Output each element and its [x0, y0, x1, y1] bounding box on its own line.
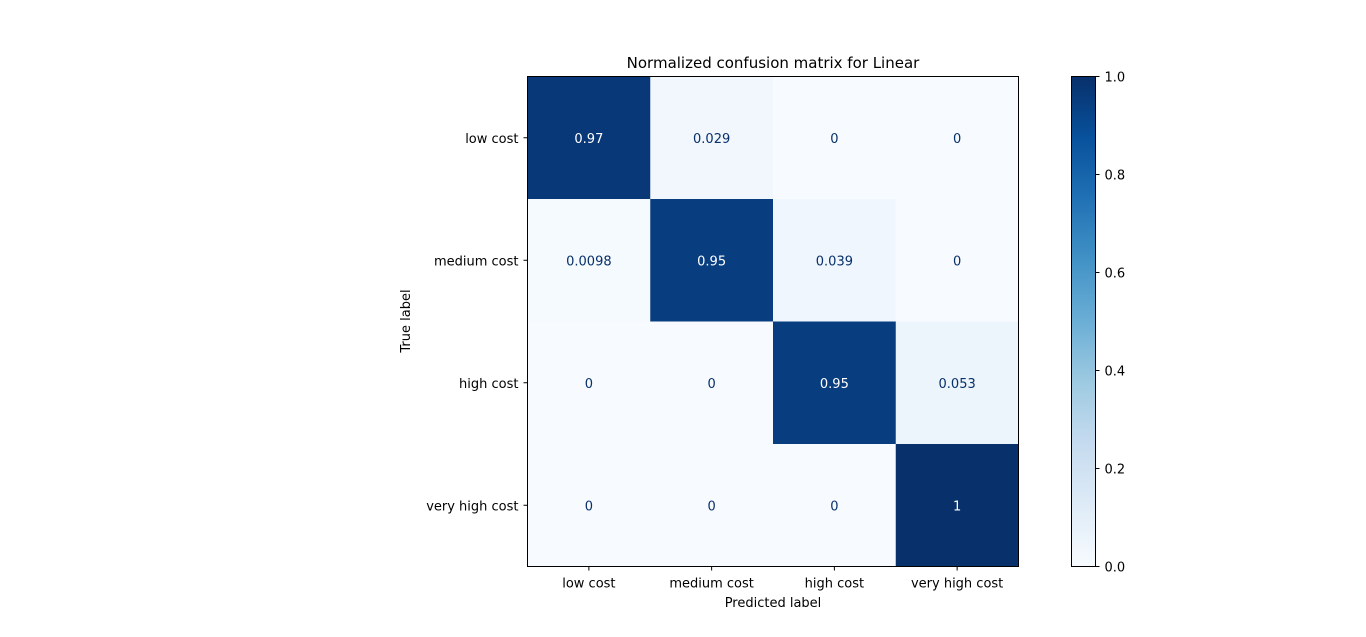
chart-title: Normalized confusion matrix for Linear — [627, 54, 920, 72]
matrix-cell — [895, 321, 1019, 445]
matrix-cell — [527, 444, 651, 567]
x-axis-label: Predicted label — [725, 596, 822, 611]
matrix-cell — [773, 321, 897, 445]
matrix-cell — [527, 199, 651, 322]
matrix-cell — [895, 76, 1019, 200]
cell-value-label: 0 — [830, 132, 838, 147]
y-axis-ticks: low cost medium cost high cost very high co… — [426, 132, 528, 514]
cell-value-label: 0 — [585, 377, 593, 392]
colorbar-ticks: 0.0 0.2 0.4 0.6 0.8 1.0 — [1095, 71, 1126, 576]
x-tick-label: high cost — [805, 577, 864, 592]
cell-value-label: 0 — [707, 499, 715, 514]
matrix-cell — [650, 199, 774, 322]
cell-value-label: 0.0098 — [566, 254, 612, 269]
colorbar-tick-label: 0.2 — [1105, 463, 1126, 478]
y-tick-label: very high cost — [426, 499, 518, 514]
cell-value-label: 0 — [585, 499, 593, 514]
y-tick-label: medium cost — [434, 254, 519, 269]
cell-value-label: 0.039 — [816, 254, 853, 269]
matrix-cell — [650, 321, 774, 445]
cell-value-label: 0 — [707, 377, 715, 392]
matrix-cell — [527, 76, 651, 200]
colorbar — [1071, 76, 1096, 567]
matrix-cell — [527, 321, 651, 445]
colorbar-tick-label: 0.8 — [1105, 169, 1126, 184]
matrix-cell — [650, 444, 774, 567]
matrix-cell — [773, 444, 897, 567]
cell-value-label: 0 — [953, 132, 961, 147]
plot-frame — [527, 76, 1019, 567]
cell-value-label: 0 — [953, 254, 961, 269]
matrix-cell — [895, 444, 1019, 567]
cell-value-label: 0.029 — [693, 132, 730, 147]
cell-value-label: 0.97 — [574, 132, 603, 147]
cell-value-label: 0.95 — [820, 377, 849, 392]
matrix-cell — [773, 199, 897, 322]
matrix-cell-labels: 0.97 0.029 0 0 0.0098 0.95 0.039 0 0 0 0.95 0.053 0 0… — [566, 132, 976, 515]
colorbar-tick-label: 1.0 — [1105, 71, 1126, 86]
cell-value-label: 0.95 — [697, 254, 726, 269]
y-tick-label: high cost — [459, 377, 518, 392]
x-tick-label: low cost — [562, 577, 615, 592]
matrix-cell — [895, 199, 1019, 322]
y-tick-label: low cost — [465, 132, 518, 147]
x-axis-ticks: low cost medium cost high cost very high co… — [562, 566, 1003, 592]
x-tick-label: very high cost — [911, 577, 1003, 592]
y-axis-label: True label — [399, 289, 414, 353]
colorbar-tick-label: 0.4 — [1105, 365, 1126, 380]
matrix-cell — [650, 76, 774, 200]
cell-value-label: 0.053 — [939, 377, 976, 392]
x-tick-label: medium cost — [669, 577, 754, 592]
cell-value-label: 1 — [953, 499, 961, 514]
matrix-cell — [773, 76, 897, 200]
colorbar-tick-label: 0.6 — [1105, 267, 1126, 282]
colorbar-tick-label: 0.0 — [1105, 561, 1126, 576]
cell-value-label: 0 — [830, 499, 838, 514]
matrix-cells — [527, 76, 1019, 567]
